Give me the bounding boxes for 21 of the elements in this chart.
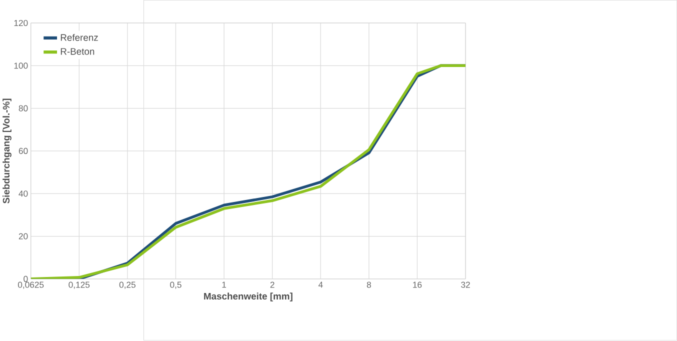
y-axis-title: Siebdurchgang [Vol.-%]: [2, 98, 12, 204]
y-tick-label: 0: [24, 276, 28, 282]
y-tick-label: 60: [18, 148, 28, 154]
x-tick-label: 0,125: [68, 282, 90, 290]
y-tick-label: 20: [18, 233, 28, 240]
x-tick-label: 0,5: [170, 282, 182, 290]
legend-label: R-Beton: [60, 48, 94, 56]
x-tick-label: 16: [413, 282, 422, 288]
legend-label: Referenz: [60, 34, 98, 42]
x-tick-label: 1: [222, 282, 226, 288]
x-axis-title: Maschenweite [mm]: [204, 292, 292, 302]
y-tick-label: 40: [18, 190, 28, 197]
y-tick-label: 80: [18, 106, 28, 112]
y-tick-label: 100: [14, 62, 28, 69]
x-tick-label: 32: [461, 282, 470, 288]
x-tick-label: 0,0625: [18, 282, 44, 290]
x-tick-label: 8: [366, 282, 371, 288]
x-tick-label: 0,25: [119, 282, 136, 290]
x-tick-label: 2: [270, 282, 274, 288]
y-tick-label: 120: [14, 20, 28, 26]
x-tick-label: 4: [318, 282, 323, 288]
